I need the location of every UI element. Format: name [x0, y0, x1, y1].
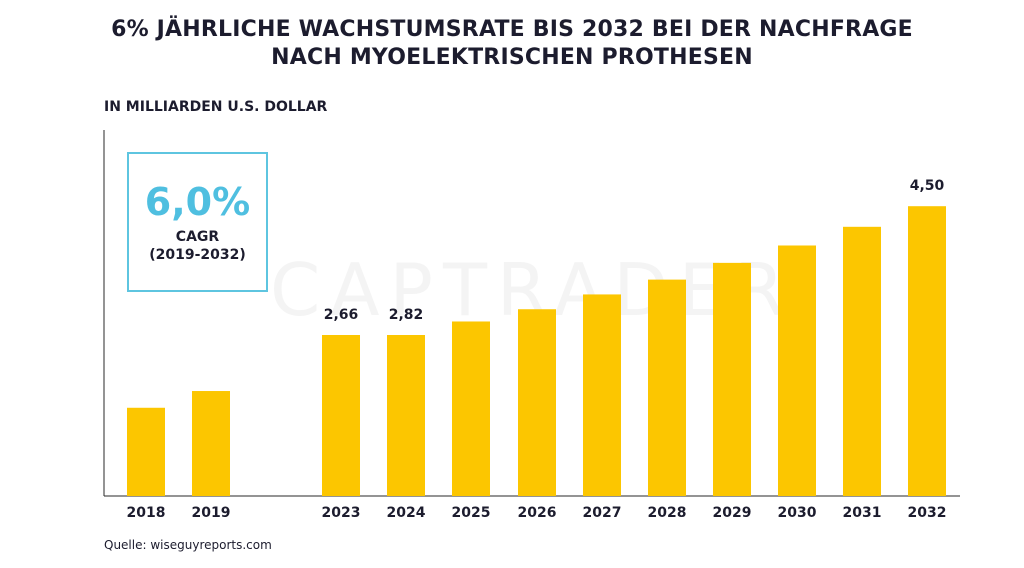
data-label-2032: 4,50 [910, 178, 945, 194]
bar-2023 [322, 335, 360, 496]
bar-2025 [452, 321, 490, 496]
x-tick-label-2023: 2023 [322, 505, 361, 521]
cagr-label: CAGR [175, 229, 220, 245]
bar-2030 [778, 245, 816, 496]
x-tick-label-2026: 2026 [518, 505, 557, 521]
x-tick-label-2025: 2025 [452, 505, 491, 521]
x-tick-label-2029: 2029 [713, 505, 752, 521]
source-note: Quelle: wiseguyreports.com [104, 538, 272, 552]
data-label-2024: 2,82 [389, 307, 424, 323]
cagr-box: 6,0% CAGR (2019-2032) [127, 152, 268, 292]
bar-2018 [127, 407, 165, 496]
unit-label: IN MILLIARDEN U.S. DOLLAR [104, 99, 328, 115]
chart-title-line-1: 6% JÄHRLICHE WACHSTUMSRATE BIS 2032 BEI … [111, 17, 913, 42]
chart-title-line-2: NACH MYOELEKTRISCHEN PROTHESEN [271, 45, 753, 70]
cagr-value: 6,0% [144, 180, 251, 224]
bar-2028 [648, 279, 686, 496]
x-tick-label-2019: 2019 [192, 505, 231, 521]
x-tick-label-2027: 2027 [583, 505, 622, 521]
x-tick-label-2024: 2024 [387, 505, 426, 521]
chart-title: 6% JÄHRLICHE WACHSTUMSRATE BIS 2032 BEI … [0, 16, 1024, 72]
bar-2029 [713, 262, 751, 496]
bar-2026 [518, 309, 556, 496]
x-tick-label-2032: 2032 [908, 505, 947, 521]
bar-2024 [387, 335, 425, 496]
bar-2032 [908, 206, 946, 496]
bar-2031 [843, 226, 881, 497]
bar-2027 [583, 294, 621, 496]
x-tick-label-2028: 2028 [648, 505, 687, 521]
x-tick-label-2031: 2031 [843, 505, 882, 521]
x-tick-label-2030: 2030 [778, 505, 817, 521]
x-tick-label-2018: 2018 [127, 505, 166, 521]
bar-2019 [192, 391, 230, 496]
data-label-2023: 2,66 [324, 307, 359, 323]
cagr-period: (2019-2032) [149, 247, 246, 263]
